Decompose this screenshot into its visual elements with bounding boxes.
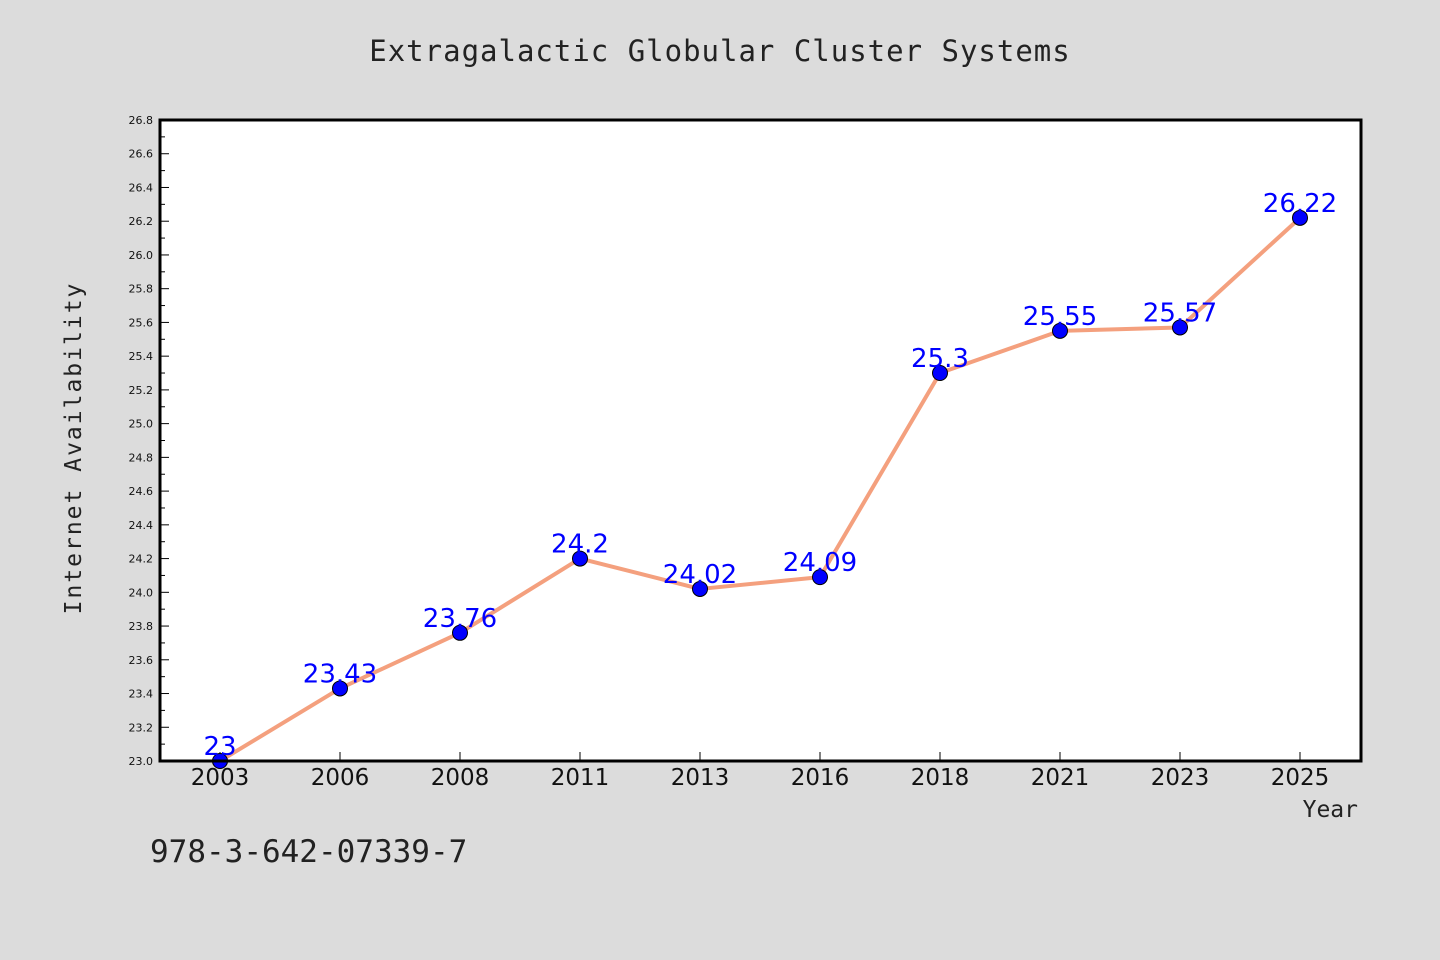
data-label: 24.09 — [783, 548, 857, 578]
plot-background — [160, 120, 1361, 761]
data-point — [572, 550, 588, 567]
y-tick-label: 25.0 — [129, 418, 154, 431]
y-tick-label: 26.6 — [129, 148, 154, 161]
y-tick-label: 24.0 — [129, 586, 154, 599]
y-tick-label: 26.8 — [129, 114, 154, 127]
x-tick-label: 2011 — [551, 765, 610, 791]
data-label: 26.22 — [1263, 189, 1337, 219]
footnote-isbn: 978-3-642-07339-7 — [150, 834, 468, 870]
data-label: 23.43 — [303, 659, 377, 689]
data-point — [1292, 209, 1308, 226]
y-tick-label: 24.8 — [129, 451, 154, 464]
x-tick-label: 2003 — [191, 765, 250, 791]
data-label: 25.3 — [911, 344, 969, 374]
data-label: 23.76 — [423, 604, 497, 634]
x-tick-label: 2025 — [1271, 765, 1330, 791]
x-tick-label: 2016 — [791, 765, 850, 791]
data-label: 24.2 — [551, 530, 609, 560]
data-point — [1052, 322, 1068, 339]
x-tick-label: 2018 — [911, 765, 970, 791]
y-tick-label: 26.4 — [129, 181, 154, 194]
y-tick-label: 26.0 — [129, 249, 154, 262]
y-tick-label: 23.8 — [129, 620, 154, 633]
y-tick-label: 25.8 — [129, 283, 154, 296]
data-label: 23 — [203, 732, 236, 762]
y-tick-label: 23.6 — [129, 654, 154, 667]
data-label: 25.57 — [1143, 298, 1217, 328]
x-tick-label: 2006 — [311, 765, 370, 791]
x-axis-label: Year — [1302, 797, 1358, 823]
x-tick-label: 2021 — [1031, 765, 1090, 791]
y-axis-ticks: 23.0 23.2 23.4 23.6 23.8 24.0 24.2 24.4 24.6 24.8… — [129, 114, 169, 768]
data-point — [332, 680, 348, 697]
y-tick-label: 23.0 — [129, 755, 154, 768]
data-point — [452, 624, 468, 641]
chart-title: Extragalactic Globular Cluster Systems — [369, 34, 1071, 68]
data-label: 25.55 — [1023, 302, 1097, 332]
data-label: 24.02 — [663, 560, 737, 590]
y-tick-label: 23.4 — [129, 688, 154, 701]
x-tick-label: 2023 — [1151, 765, 1210, 791]
plot-frame — [158, 118, 1363, 763]
x-axis-ticks: 2003 2006 2008 2011 2013 2016 2018 2021 2023 2025 — [191, 752, 1330, 791]
y-tick-label: 25.4 — [129, 350, 154, 363]
y-tick-label: 24.6 — [129, 485, 154, 498]
data-point — [932, 365, 948, 382]
data-point — [1172, 319, 1188, 336]
y-tick-label: 25.2 — [129, 384, 154, 397]
data-point — [692, 580, 708, 597]
y-tick-label: 24.2 — [129, 553, 154, 566]
x-tick-label: 2013 — [671, 765, 730, 791]
data-point — [812, 569, 828, 586]
series-line — [218, 215, 1302, 763]
y-tick-label: 23.2 — [129, 721, 154, 734]
y-tick-label: 25.6 — [129, 316, 154, 329]
y-tick-label: 26.2 — [129, 215, 154, 228]
y-tick-label: 24.4 — [129, 519, 154, 532]
x-tick-label: 2008 — [431, 765, 490, 791]
